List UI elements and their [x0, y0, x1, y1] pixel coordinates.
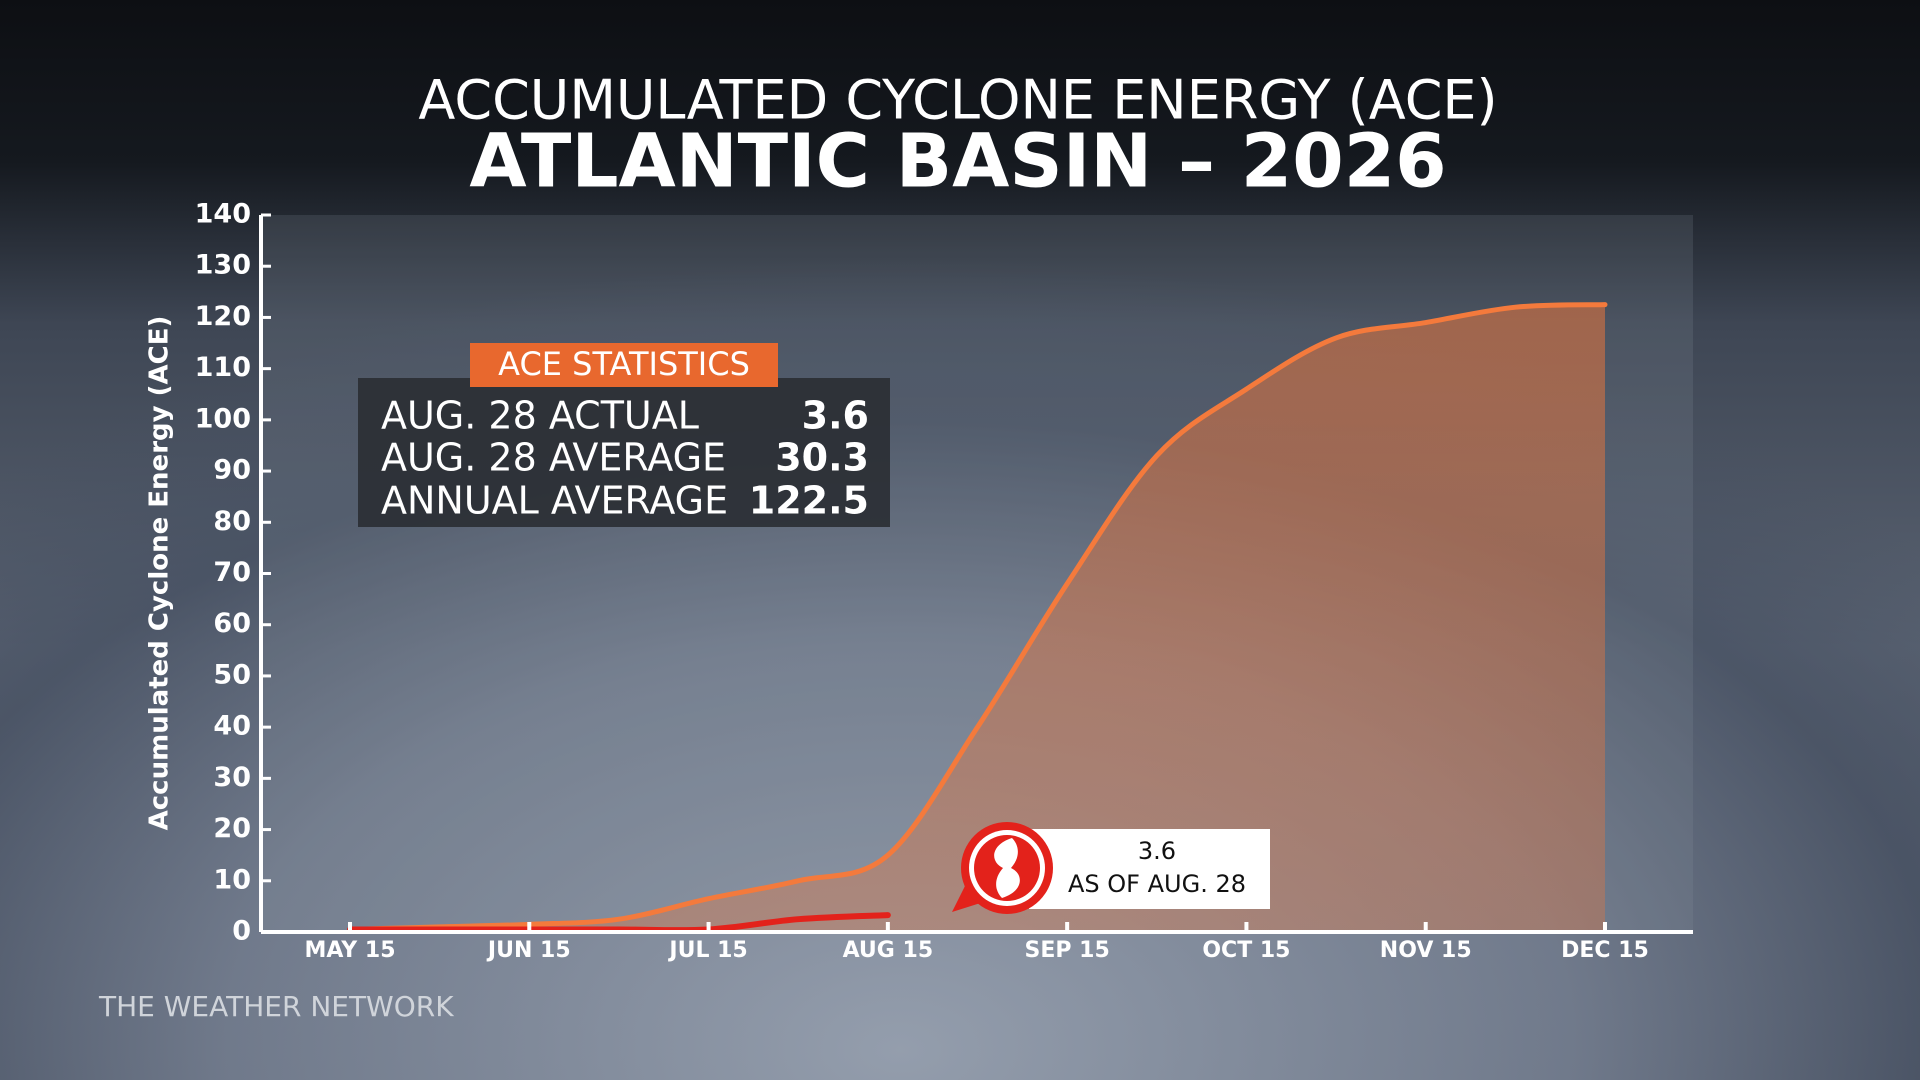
y-tick-label: 20 [213, 813, 251, 844]
y-tick-label: 30 [213, 762, 251, 793]
x-tick-label: MAY 15 [304, 938, 395, 963]
chart-subtitle: ATLANTIC BASIN – 2026 [469, 119, 1446, 205]
x-tick-label: JUL 15 [667, 938, 747, 963]
y-axis-label: Accumulated Cyclone Energy (ACE) [145, 316, 175, 831]
stats-header [470, 343, 778, 387]
x-tick-label: SEP 15 [1025, 938, 1110, 963]
storm-icon [994, 838, 1020, 898]
annotation-text: AS OF AUG. 28 [1068, 870, 1246, 898]
y-tick-label: 140 [195, 199, 251, 230]
y-tick-label: 100 [195, 403, 251, 434]
y-tick-label: 110 [195, 352, 251, 383]
stat-value: 30.3 [775, 436, 869, 480]
line [347, 912, 891, 934]
x-tick-label: DEC 15 [1561, 938, 1649, 963]
x-tick-label: JUN 15 [486, 938, 571, 963]
y-tick-label: 50 [213, 659, 251, 690]
annotation-box [1029, 829, 1270, 909]
stat-value: 3.6 [802, 394, 869, 438]
y-tick-label: 70 [213, 557, 251, 588]
stats-box [358, 378, 890, 527]
x-tick-label: NOV 15 [1380, 938, 1472, 963]
y-tick-label: 0 [232, 916, 251, 947]
stat-label: AUG. 28 ACTUAL [381, 394, 699, 438]
area [350, 304, 1605, 932]
y-tick-label: 80 [213, 506, 251, 537]
stats-title: ACE STATISTICS [498, 345, 750, 383]
x-tick-label: OCT 15 [1202, 938, 1290, 963]
stat-label: ANNUAL AVERAGE [381, 479, 728, 523]
y-tick-label: 10 [213, 864, 251, 895]
y-tick-label: 90 [213, 455, 251, 486]
y-tick-label: 120 [195, 301, 251, 332]
stat-label: AUG. 28 AVERAGE [381, 436, 726, 480]
line [347, 302, 1608, 932]
annotation-value: 3.6 [1138, 837, 1176, 865]
footer: THE WEATHER NETWORK [98, 990, 454, 1023]
chart-title: ACCUMULATED CYCLONE ENERGY (ACE) [418, 69, 1497, 132]
y-tick-label: 60 [213, 608, 251, 639]
y-tick-label: 130 [195, 250, 251, 281]
y-tick-label: 40 [213, 711, 251, 742]
stat-value: 122.5 [749, 479, 869, 523]
x-tick-label: AUG 15 [843, 938, 934, 963]
